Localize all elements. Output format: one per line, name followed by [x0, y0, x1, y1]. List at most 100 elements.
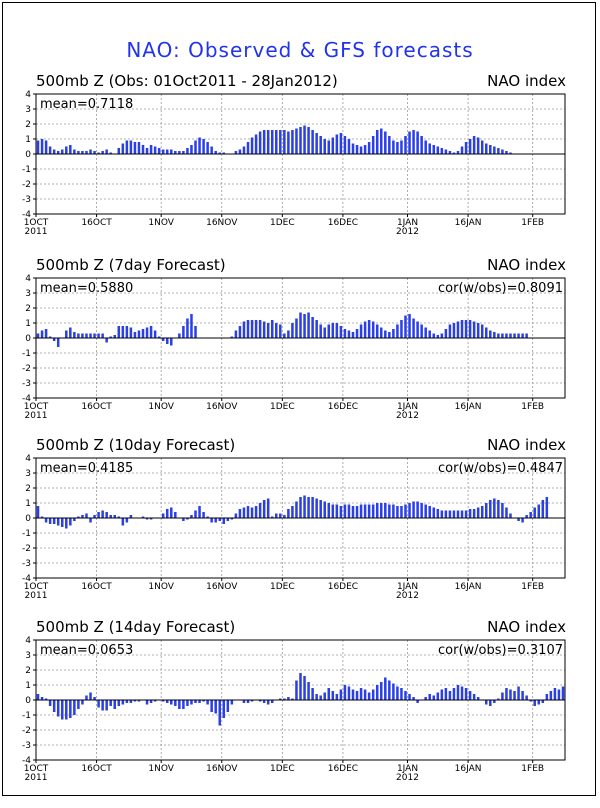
- bar: [364, 322, 367, 339]
- bar: [433, 334, 436, 339]
- bar: [178, 334, 181, 339]
- bar: [509, 334, 512, 339]
- bar: [550, 691, 553, 700]
- bar: [473, 694, 476, 700]
- bar: [61, 518, 64, 527]
- bar: [154, 147, 157, 155]
- bar: [344, 685, 347, 700]
- bar: [299, 127, 302, 154]
- bar: [73, 332, 76, 338]
- bar: [408, 132, 411, 155]
- x-tick-label: 1DEC: [270, 402, 295, 412]
- bar: [130, 328, 133, 339]
- x-tick-label: 1DEC: [270, 582, 295, 592]
- bar: [360, 688, 363, 700]
- bar: [174, 700, 177, 706]
- y-tick-label: 3: [25, 105, 31, 115]
- y-tick-label: 1: [25, 319, 31, 329]
- bar: [178, 700, 181, 709]
- bar: [437, 693, 440, 701]
- bar: [259, 132, 262, 155]
- bar: [182, 700, 185, 709]
- bar: [247, 320, 250, 338]
- bar: [283, 334, 286, 339]
- bar: [210, 147, 213, 155]
- correlation-label: cor(w/obs)=0.3107: [438, 643, 563, 658]
- bar: [267, 323, 270, 338]
- bar: [485, 328, 488, 339]
- bar: [461, 320, 464, 338]
- bar: [428, 331, 431, 339]
- bar: [376, 685, 379, 700]
- bar: [424, 141, 427, 155]
- bar: [340, 690, 343, 701]
- bar: [505, 508, 508, 519]
- y-tick-label: -2: [22, 364, 31, 374]
- x-tick-label: 16NOV: [206, 218, 238, 228]
- bar: [408, 314, 411, 338]
- bar: [267, 130, 270, 154]
- bar: [134, 332, 137, 338]
- x-year-label: 2012: [396, 773, 419, 783]
- bar: [105, 512, 108, 518]
- bar: [122, 326, 125, 338]
- bar: [182, 326, 185, 338]
- mean-label: mean=0.4185: [40, 461, 133, 476]
- bar: [259, 503, 262, 518]
- mean-label: mean=0.0653: [40, 643, 133, 658]
- bar: [150, 145, 153, 154]
- bar: [251, 320, 254, 338]
- bar: [65, 518, 68, 529]
- bar: [154, 331, 157, 339]
- bar: [505, 334, 508, 339]
- bar: [364, 505, 367, 519]
- bar: [497, 500, 500, 518]
- bar: [210, 518, 213, 523]
- bar: [57, 338, 60, 347]
- bar: [89, 150, 92, 155]
- bar: [445, 329, 448, 338]
- bar: [441, 334, 444, 339]
- bar: [37, 141, 40, 155]
- bar: [85, 514, 88, 519]
- bar: [469, 691, 472, 700]
- bar: [465, 320, 468, 338]
- bar: [437, 147, 440, 155]
- y-tick-label: 2: [25, 666, 31, 676]
- bar: [231, 700, 234, 705]
- bar: [449, 691, 452, 700]
- bar: [206, 700, 209, 705]
- bar: [336, 694, 339, 700]
- bar: [251, 138, 254, 155]
- bar: [275, 514, 278, 519]
- bar: [521, 691, 524, 700]
- bar: [267, 499, 270, 519]
- bar: [315, 320, 318, 338]
- bar: [509, 690, 512, 701]
- bar: [465, 511, 468, 519]
- bar: [243, 147, 246, 155]
- bar: [113, 700, 116, 709]
- bar: [41, 331, 44, 339]
- bar: [61, 700, 64, 720]
- bar: [453, 688, 456, 700]
- bar: [146, 328, 149, 339]
- bar: [53, 150, 56, 155]
- bar: [271, 320, 274, 338]
- bar: [461, 147, 464, 155]
- bar: [396, 325, 399, 339]
- bar: [243, 508, 246, 519]
- x-tick-label: 16JAN: [455, 402, 482, 412]
- bar: [416, 502, 419, 519]
- bar: [433, 508, 436, 519]
- bar: [93, 334, 96, 339]
- bar: [533, 700, 536, 706]
- bar: [348, 139, 351, 154]
- x-tick-label: 1FEB: [521, 764, 544, 774]
- bar: [392, 329, 395, 338]
- bar: [126, 141, 129, 155]
- y-tick-label: -1: [22, 349, 31, 359]
- bar: [457, 322, 460, 339]
